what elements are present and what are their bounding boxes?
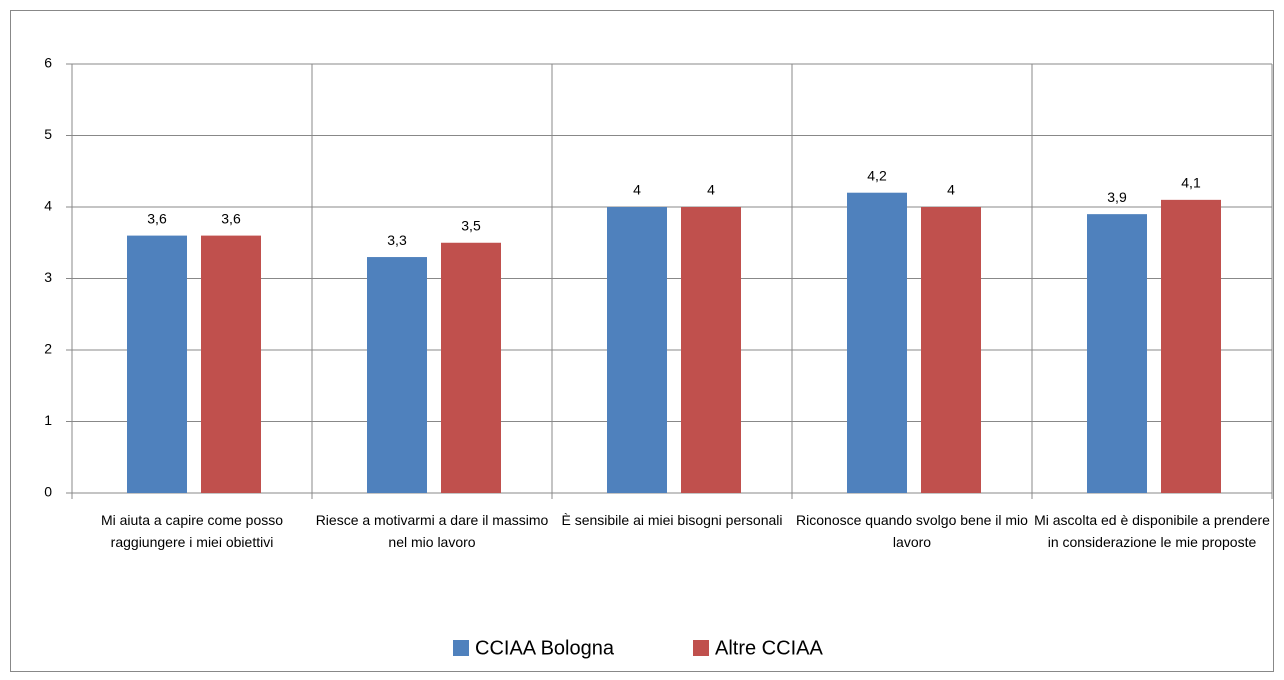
x-tick-label-box: È sensibile ai miei bisogni personali	[561, 512, 783, 528]
bar	[1087, 214, 1147, 493]
x-tick-label-box: Riconosce quando svolgo bene il mio lavo…	[796, 512, 1028, 550]
x-tick-label: Riesce a motivarmi a dare il massimo nel…	[315, 512, 549, 550]
legend-swatch	[693, 640, 709, 656]
legend-label: CCIAA Bologna	[475, 637, 615, 659]
x-tick-label-box: Mi ascolta ed è disponibile a prendere i…	[1034, 512, 1270, 550]
bar	[127, 235, 187, 493]
data-label: 4,1	[1181, 175, 1201, 191]
data-label: 4	[947, 182, 955, 198]
x-tick-label: Mi ascolta ed è disponibile a prendere i…	[1034, 512, 1270, 550]
data-label: 4,2	[867, 167, 887, 183]
legend-swatch	[453, 640, 469, 656]
y-tick-label: 5	[44, 126, 52, 142]
y-tick-label: 1	[44, 412, 52, 428]
x-tick-label: Mi aiuta a capire come posso raggiungere…	[100, 512, 284, 550]
bar	[1161, 199, 1221, 493]
bar	[441, 242, 501, 493]
data-label: 4	[633, 182, 641, 198]
x-tick-label-box: Riesce a motivarmi a dare il massimo nel…	[315, 512, 549, 550]
y-tick-label: 6	[44, 55, 52, 71]
legend-label: Altre CCIAA	[715, 637, 823, 659]
data-label: 3,6	[221, 210, 241, 226]
bar	[847, 192, 907, 493]
x-tick-label: È sensibile ai miei bisogni personali	[561, 512, 783, 528]
y-tick-label: 3	[44, 269, 52, 285]
y-tick-label: 2	[44, 341, 52, 357]
x-tick-label-box: Mi aiuta a capire come posso raggiungere…	[100, 512, 284, 550]
y-tick-label: 4	[44, 198, 52, 214]
data-label: 3,6	[147, 210, 167, 226]
bar	[367, 257, 427, 493]
bar	[681, 207, 741, 493]
bar	[921, 207, 981, 493]
bar	[201, 235, 261, 493]
bar	[607, 207, 667, 493]
data-label: 4	[707, 182, 715, 198]
data-label: 3,9	[1107, 189, 1127, 205]
y-tick-label: 0	[44, 484, 52, 500]
data-label: 3,3	[387, 232, 407, 248]
x-tick-label: Riconosce quando svolgo bene il mio lavo…	[796, 512, 1028, 550]
data-label: 3,5	[461, 217, 481, 233]
